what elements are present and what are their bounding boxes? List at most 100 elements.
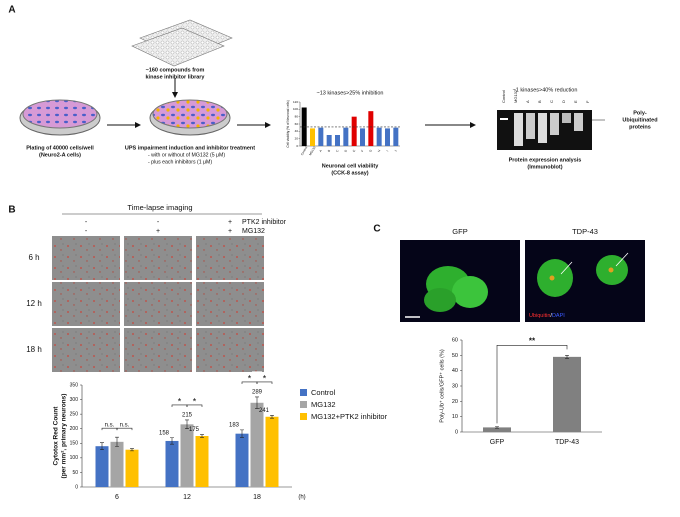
micrograph (124, 282, 192, 326)
x-tick-label: B (327, 149, 331, 153)
error-bar (565, 355, 569, 359)
lane-label: Control (501, 90, 506, 103)
x-tick-label: E (352, 149, 356, 153)
dish (22, 99, 98, 129)
value-label: 289 (252, 390, 263, 396)
significance: n.s. (105, 423, 115, 429)
bar (368, 111, 374, 146)
significance: * (178, 396, 182, 406)
legend-label: MG132+PTK2 inhibitor (311, 412, 388, 421)
bar (393, 127, 399, 146)
label: B (8, 205, 15, 216)
stain-label: Ubiquitin/DAPI (529, 313, 565, 319)
x-tick-label: H (377, 149, 382, 153)
y-tick-label: 100 (293, 107, 298, 111)
y-tick-label: 20 (452, 399, 458, 405)
y-tick-label: 10 (452, 414, 458, 420)
y-tick-label: 80 (295, 114, 299, 118)
bracket (496, 345, 568, 424)
stain-part: Ubiquitin (529, 313, 550, 319)
bar (360, 128, 365, 146)
bar (326, 135, 332, 146)
lane-label: A (525, 100, 530, 103)
y-tick-label: 20 (295, 136, 299, 140)
y-tick-label: 350 (70, 382, 79, 388)
bar (195, 436, 209, 487)
label: kinase inhibitor library (146, 74, 206, 80)
cell (424, 288, 456, 312)
y-axis-label: (per mm², primary neurons) (61, 394, 68, 479)
significance: * (193, 396, 197, 406)
bar (385, 128, 390, 146)
lane-label: B (537, 100, 542, 103)
x-tick-label: MG132 (308, 145, 317, 156)
condition: - (157, 219, 160, 226)
y-tick-label: 30 (452, 383, 458, 389)
aggregate (549, 275, 555, 281)
label: Cell viability (% of Neuronal cells) (286, 100, 290, 147)
micrograph (196, 328, 264, 372)
bar (310, 128, 315, 146)
bar (376, 127, 382, 146)
bar (180, 424, 194, 487)
legend-swatch (300, 389, 307, 396)
bar (235, 433, 249, 487)
micrograph (52, 328, 120, 372)
label: ~1 kinases>40% reduction (513, 87, 578, 93)
y-tick-label: 40 (452, 368, 458, 374)
lane-label: MG132 (513, 89, 518, 103)
x-tick-label: 12 (183, 494, 191, 501)
bar (335, 135, 340, 146)
bar (351, 116, 357, 146)
bar (165, 440, 179, 487)
error-bar (255, 396, 259, 409)
band (562, 113, 571, 123)
lane-label: D (561, 100, 566, 103)
label: Protein expression analysis (509, 157, 582, 163)
bracket (256, 381, 273, 384)
lane-label: E (573, 100, 578, 103)
y-tick-label: 200 (70, 426, 79, 432)
label: - plus each inhibitors (1 μM) (148, 159, 212, 165)
bar (553, 356, 581, 432)
timepoint: 6 h (28, 253, 39, 262)
error-bar (495, 426, 499, 429)
y-tick-label: 40 (295, 129, 299, 133)
condition: + (156, 228, 160, 235)
y-tick-label: 300 (70, 397, 79, 403)
bar (250, 402, 264, 487)
bar (318, 127, 324, 146)
label: (Immunoblot) (527, 164, 562, 170)
y-tick-label: 120 (293, 100, 298, 104)
label: (Neuro2-A cells) (39, 152, 81, 158)
legend-swatch (300, 401, 307, 408)
error-bar (185, 419, 189, 430)
image-title: GFP (452, 227, 467, 236)
error-bar (115, 436, 119, 447)
y-tick-label: 0 (455, 429, 458, 435)
row-label: PTK2 inhibitor (242, 219, 287, 226)
x-tick-label: 18 (253, 494, 261, 501)
label: Time-lapse imaging (127, 203, 192, 212)
value-label: 158 (159, 430, 170, 436)
legend-swatch (300, 413, 307, 420)
x-tick-label: 6 (115, 494, 119, 501)
error-bar (200, 434, 204, 438)
significance: ** (529, 336, 536, 345)
y-tick-label: 100 (70, 455, 79, 461)
x-tick-label: I (385, 149, 389, 152)
significance: * (263, 373, 267, 383)
dish (152, 99, 228, 129)
label: Neuronal cell viability (322, 163, 379, 169)
legend-label: MG132 (311, 400, 336, 409)
pointer (615, 252, 629, 267)
lane-label: C (549, 100, 554, 103)
x-tick-label: C (335, 148, 340, 153)
x-tick-label: J (394, 149, 398, 153)
y-axis-label: Poly-Ub⁺ cells/GFP⁺ cells (%) (438, 349, 445, 423)
stain-part: / (550, 313, 552, 319)
bar (125, 449, 139, 487)
y-axis-label: Cytotox Red Count (53, 406, 60, 466)
bracket (116, 427, 133, 431)
